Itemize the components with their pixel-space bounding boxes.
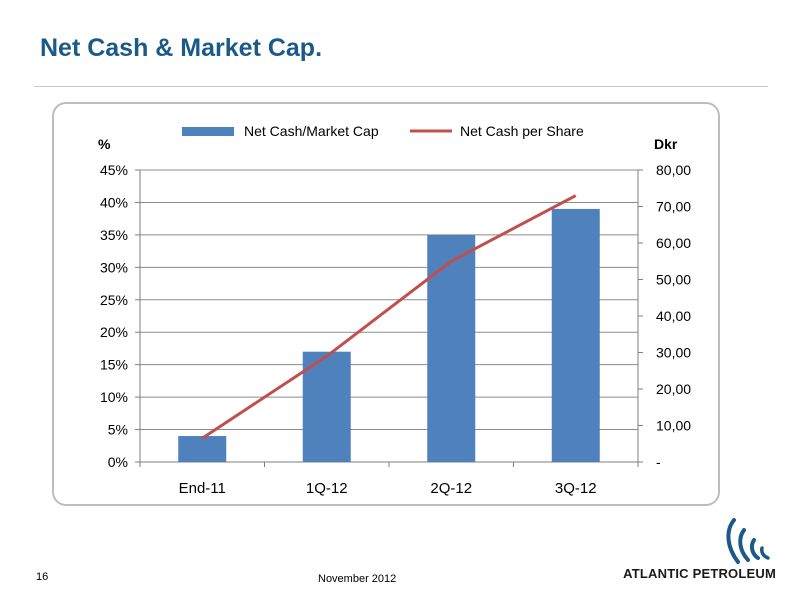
x-axis-tick-label: 1Q-12 xyxy=(306,480,348,497)
bar-net-cash-market-cap xyxy=(551,208,600,462)
bar-net-cash-market-cap xyxy=(302,351,351,462)
right-axis-tick-label: 30,00 xyxy=(656,345,691,361)
right-axis-tick-label: 60,00 xyxy=(656,235,691,251)
slide-title: Net Cash & Market Cap. xyxy=(40,34,323,62)
right-axis-tick-label: 70,00 xyxy=(656,199,691,215)
right-axis-tick-label: 50,00 xyxy=(656,272,691,288)
x-axis-tick-label: 2Q-12 xyxy=(430,480,472,497)
chart-frame: 0% 5% 10% 15% 20% 25% 30% 35% 40% 45% - 10,00 20,00 3… xyxy=(52,102,720,506)
combo-chart: 0% 5% 10% 15% 20% 25% 30% 35% 40% 45% - 10,00 20,00 3… xyxy=(98,123,691,497)
left-axis-tick-label: 45% xyxy=(100,162,128,178)
title-divider xyxy=(34,86,768,87)
right-axis-tick-label: 40,00 xyxy=(656,308,691,324)
company-name: ATLANTIC PETROLEUM xyxy=(623,566,776,581)
right-axis-tick-label: 20,00 xyxy=(656,381,691,397)
bar-net-cash-market-cap xyxy=(178,436,227,462)
left-axis-tick-label: 10% xyxy=(100,389,128,405)
legend-label-line: Net Cash per Share xyxy=(460,123,584,139)
right-axis-tick-label: 80,00 xyxy=(656,162,691,178)
right-axis-label: Dkr xyxy=(654,136,678,152)
left-axis-tick-label: 0% xyxy=(108,454,128,470)
left-axis-tick-label: 35% xyxy=(100,227,128,243)
left-axis-tick-label: 40% xyxy=(100,194,128,210)
company-logo: ATLANTIC PETROLEUM xyxy=(606,514,776,586)
left-axis-tick-label: 25% xyxy=(100,292,128,308)
line-net-cash-per-share xyxy=(201,194,577,440)
legend-swatch-bar xyxy=(182,127,234,136)
bar-net-cash-market-cap xyxy=(427,234,476,462)
x-axis-tick-label: End-11 xyxy=(179,480,226,497)
left-axis-label: % xyxy=(98,136,111,152)
left-axis-tick-label: 20% xyxy=(100,324,128,340)
right-axis-tick-label: - xyxy=(656,454,661,470)
left-axis-tick-label: 30% xyxy=(100,259,128,275)
legend-label-bar: Net Cash/Market Cap xyxy=(244,123,379,139)
footer-date: November 2012 xyxy=(318,573,397,585)
x-axis-tick-label: 3Q-12 xyxy=(555,480,597,497)
wave-logo-icon xyxy=(726,518,770,564)
left-axis-tick-label: 5% xyxy=(108,422,128,438)
page-number: 16 xyxy=(36,571,49,583)
right-axis-tick-label: 10,00 xyxy=(656,418,691,434)
left-axis-tick-label: 15% xyxy=(100,357,128,373)
